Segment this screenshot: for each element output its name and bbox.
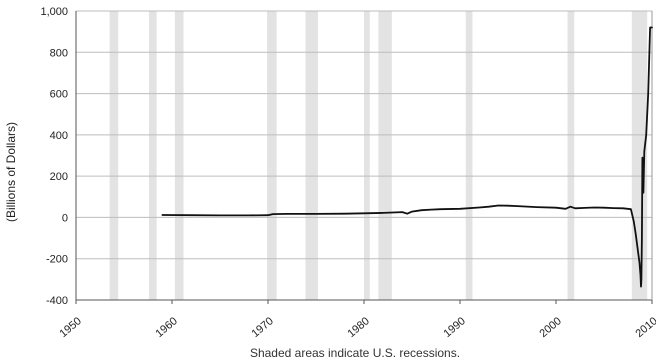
y-tick-label: -200 bbox=[46, 254, 68, 266]
series-line-layer bbox=[161, 26, 653, 288]
recession-band-6 bbox=[378, 11, 392, 300]
recession-band-0 bbox=[109, 11, 119, 300]
recession-band-5 bbox=[364, 11, 370, 300]
y-tick-label: 800 bbox=[50, 47, 68, 59]
y-tick-label: 600 bbox=[50, 89, 68, 101]
x-tick-label: 1950 bbox=[57, 315, 83, 340]
y-tick-label: 200 bbox=[50, 171, 68, 183]
gridlines bbox=[76, 10, 652, 260]
recession-band-1 bbox=[148, 11, 157, 300]
recession-note: Shaded areas indicate U.S. recessions. bbox=[250, 346, 460, 360]
x-tick-label: 2010 bbox=[633, 315, 656, 340]
recession-band-9 bbox=[631, 11, 648, 300]
x-tick-label: 1980 bbox=[345, 315, 371, 340]
recession-bands bbox=[109, 11, 648, 300]
y-tick-label: 400 bbox=[50, 130, 68, 142]
x-tick-label: 1960 bbox=[153, 315, 179, 340]
x-tick-labels: 1950 1960 1970 1980 1990 2000 2010 bbox=[57, 300, 656, 340]
x-tick-label: 1970 bbox=[249, 315, 275, 340]
y-tick-label: 0 bbox=[62, 212, 68, 224]
x-tick-label: 2000 bbox=[537, 315, 563, 340]
x-tick-label: 1990 bbox=[441, 315, 467, 340]
y-tick-labels: 1,000 800 600 400 200 0 -200 -400 bbox=[40, 6, 68, 307]
y-tick-label: -400 bbox=[46, 295, 68, 307]
recession-band-8 bbox=[567, 11, 575, 300]
recession-band-7 bbox=[465, 11, 473, 300]
recession-band-2 bbox=[174, 11, 184, 300]
y-axis-label: (Billions of Dollars) bbox=[4, 122, 18, 222]
series-line-0 bbox=[161, 26, 653, 288]
recession-band-4 bbox=[305, 11, 318, 300]
y-tick-label: 1,000 bbox=[40, 6, 68, 18]
recession-band-3 bbox=[267, 11, 277, 300]
